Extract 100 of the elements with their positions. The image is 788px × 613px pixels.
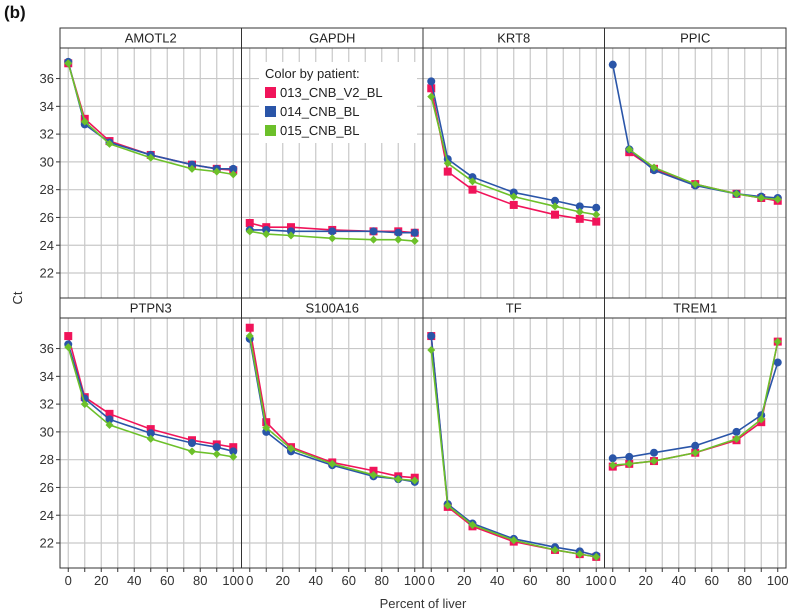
chart-title: PTPN3 [130, 300, 172, 316]
y-tick-label: 34 [40, 98, 54, 114]
x-tick-label: 20 [276, 573, 290, 588]
x-tick-label: 60 [160, 573, 174, 588]
chart-title: KRT8 [497, 30, 530, 46]
chart-title: TREM1 [673, 300, 718, 316]
point [650, 448, 658, 457]
x-tick-label: 100 [222, 573, 244, 588]
y-axis-title: Ct [10, 291, 25, 304]
point [370, 236, 378, 244]
y-tick-label: 34 [40, 368, 54, 384]
x-tick-label: 100 [585, 573, 608, 588]
legend-label: 014_CNB_BL [280, 104, 360, 119]
x-tick-label: 80 [556, 573, 570, 588]
point [80, 400, 89, 408]
x-tick-label: 60 [342, 573, 356, 588]
point [427, 77, 436, 86]
x-tick-label: 0 [609, 573, 616, 588]
point [246, 219, 254, 227]
point [328, 234, 336, 242]
point [468, 186, 476, 194]
point [592, 210, 600, 219]
point [551, 202, 559, 210]
point [212, 443, 221, 452]
point [212, 450, 221, 458]
y-tick-label: 36 [40, 71, 54, 86]
point [80, 118, 89, 126]
x-tick-label: 0 [64, 573, 72, 588]
x-tick-label: 40 [672, 573, 686, 588]
point [262, 230, 270, 238]
y-tick-label: 22 [40, 536, 54, 551]
point [287, 232, 295, 240]
point [732, 428, 740, 436]
x-tick-label: 100 [766, 573, 788, 588]
point [246, 324, 254, 332]
point [444, 159, 452, 168]
y-tick-label: 24 [40, 508, 54, 523]
y-tick-label: 30 [40, 424, 54, 440]
point [229, 170, 238, 178]
point [410, 237, 419, 246]
point [262, 424, 270, 432]
chart-title: AMOTL2 [124, 30, 177, 46]
point [551, 210, 559, 219]
x-tick-label: 60 [704, 573, 719, 588]
point [757, 415, 766, 424]
point [576, 214, 584, 223]
chart-title: GAPDH [309, 30, 356, 46]
legend-title: Color by patient: [265, 66, 360, 81]
point [212, 168, 221, 176]
chart-title: S100A16 [306, 300, 359, 316]
legend-label: 015_CNB_BL [280, 123, 360, 138]
point [64, 332, 72, 340]
point [188, 439, 196, 447]
text: (b) [4, 3, 26, 22]
point [592, 218, 600, 226]
y-tick-label: 36 [40, 341, 54, 356]
point [576, 208, 584, 216]
point [774, 358, 782, 366]
x-tick-label: 80 [738, 573, 752, 588]
point [146, 434, 155, 443]
point [229, 452, 238, 461]
chart-title: PPIC [680, 30, 710, 46]
y-tick-label: 28 [40, 452, 54, 468]
point [188, 447, 196, 456]
x-tick-label: 40 [490, 573, 504, 588]
x-tick-label: 80 [193, 573, 208, 588]
point [394, 236, 402, 244]
x-tick-label: 0 [428, 573, 435, 588]
point [427, 346, 436, 354]
point [188, 164, 196, 173]
point [510, 200, 518, 209]
point [510, 192, 518, 201]
point [592, 204, 600, 212]
point [625, 452, 634, 461]
point [427, 92, 436, 101]
x-tick-label: 80 [374, 573, 389, 588]
x-tick-label: 100 [404, 573, 426, 588]
x-tick-label: 0 [246, 573, 254, 588]
y-tick-label: 30 [40, 154, 54, 170]
x-tick-label: 20 [457, 573, 472, 588]
chart-title: TF [506, 300, 522, 316]
point [444, 168, 452, 176]
y-tick-label: 24 [40, 238, 54, 253]
point [106, 420, 114, 429]
y-tick-label: 28 [40, 182, 54, 198]
x-axis-title: Percent of liver [380, 596, 468, 611]
x-tick-label: 20 [638, 573, 653, 588]
y-tick-label: 26 [40, 210, 54, 225]
x-tick-label: 40 [127, 573, 142, 588]
x-tick-label: 60 [523, 573, 538, 588]
point [608, 454, 617, 462]
y-tick-label: 26 [40, 480, 54, 495]
point [64, 343, 72, 352]
x-tick-label: 40 [308, 573, 323, 588]
y-tick-label: 32 [40, 126, 54, 142]
point [468, 177, 476, 186]
point [246, 332, 254, 340]
legend-label: 013_CNB_V2_BL [280, 85, 383, 100]
y-tick-label: 32 [40, 396, 54, 412]
y-tick-label: 22 [40, 266, 54, 281]
